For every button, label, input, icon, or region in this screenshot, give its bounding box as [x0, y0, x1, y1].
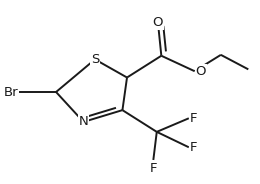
- Text: S: S: [91, 53, 99, 66]
- Text: F: F: [190, 112, 197, 125]
- Text: N: N: [79, 115, 88, 128]
- Text: F: F: [190, 141, 197, 154]
- Text: O: O: [196, 65, 206, 78]
- Text: O: O: [153, 16, 163, 29]
- Text: Br: Br: [4, 86, 18, 98]
- Text: F: F: [150, 162, 157, 175]
